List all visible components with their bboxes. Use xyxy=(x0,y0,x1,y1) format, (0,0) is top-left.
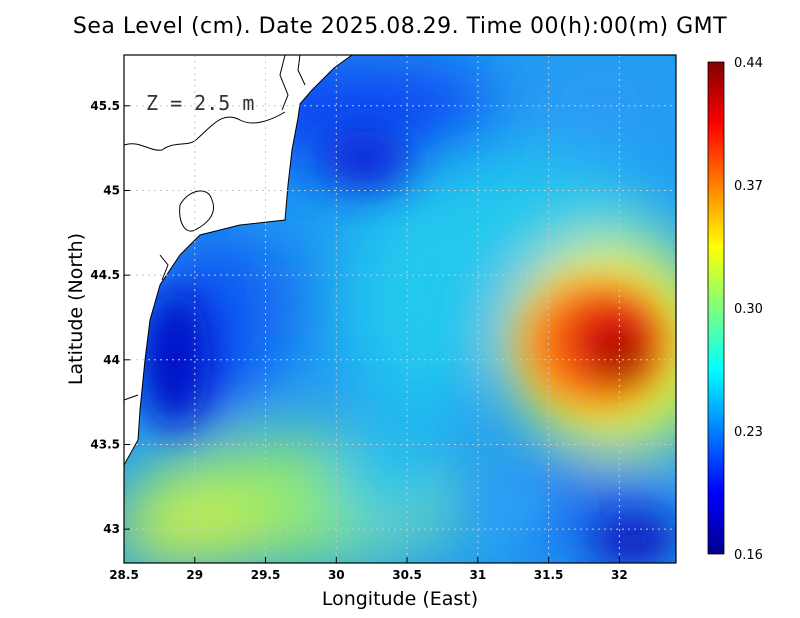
x-tick-label: 32 xyxy=(611,568,628,582)
x-tick-label: 31 xyxy=(469,568,486,582)
x-axis-label: Longitude (East) xyxy=(321,588,479,610)
y-tick-label: 44.5 xyxy=(90,268,120,282)
colorbar xyxy=(707,61,725,555)
y-tick-label: 43.5 xyxy=(90,437,120,451)
y-tick-label: 44 xyxy=(103,353,120,367)
y-tick-label: 45.5 xyxy=(90,99,120,113)
x-tick-label: 29 xyxy=(186,568,203,582)
land-mask xyxy=(124,55,353,466)
colorbar-tick-label: 0.23 xyxy=(734,425,763,440)
y-tick-label: 43 xyxy=(103,522,120,536)
y-axis: 43 43.5 44 44.5 45 45.5 xyxy=(90,99,130,536)
colorbar-tick-label: 0.30 xyxy=(734,302,763,317)
colorbar-tick-label: 0.44 xyxy=(734,56,763,71)
x-tick-label: 31.5 xyxy=(534,568,564,582)
colorbar-ticks: 0.16 0.23 0.30 0.37 0.44 xyxy=(734,56,763,563)
grid-lines xyxy=(124,55,676,563)
colorbar-tick-label: 0.16 xyxy=(734,548,763,563)
y-tick-label: 45 xyxy=(103,183,120,197)
chart-title: Sea Level (cm). Date 2025.08.29. Time 00… xyxy=(72,14,728,39)
x-axis: 28.5 29 29.5 30 30.5 31 31.5 32 xyxy=(109,557,628,582)
x-tick-label: 30.5 xyxy=(392,568,422,582)
plot-frame xyxy=(123,54,677,564)
depth-annotation: Z = 2.5 m xyxy=(146,91,254,115)
x-tick-label: 29.5 xyxy=(251,568,281,582)
x-tick-label: 28.5 xyxy=(109,568,139,582)
colorbar-tick-label: 0.37 xyxy=(734,179,763,194)
x-tick-label: 30 xyxy=(328,568,345,582)
